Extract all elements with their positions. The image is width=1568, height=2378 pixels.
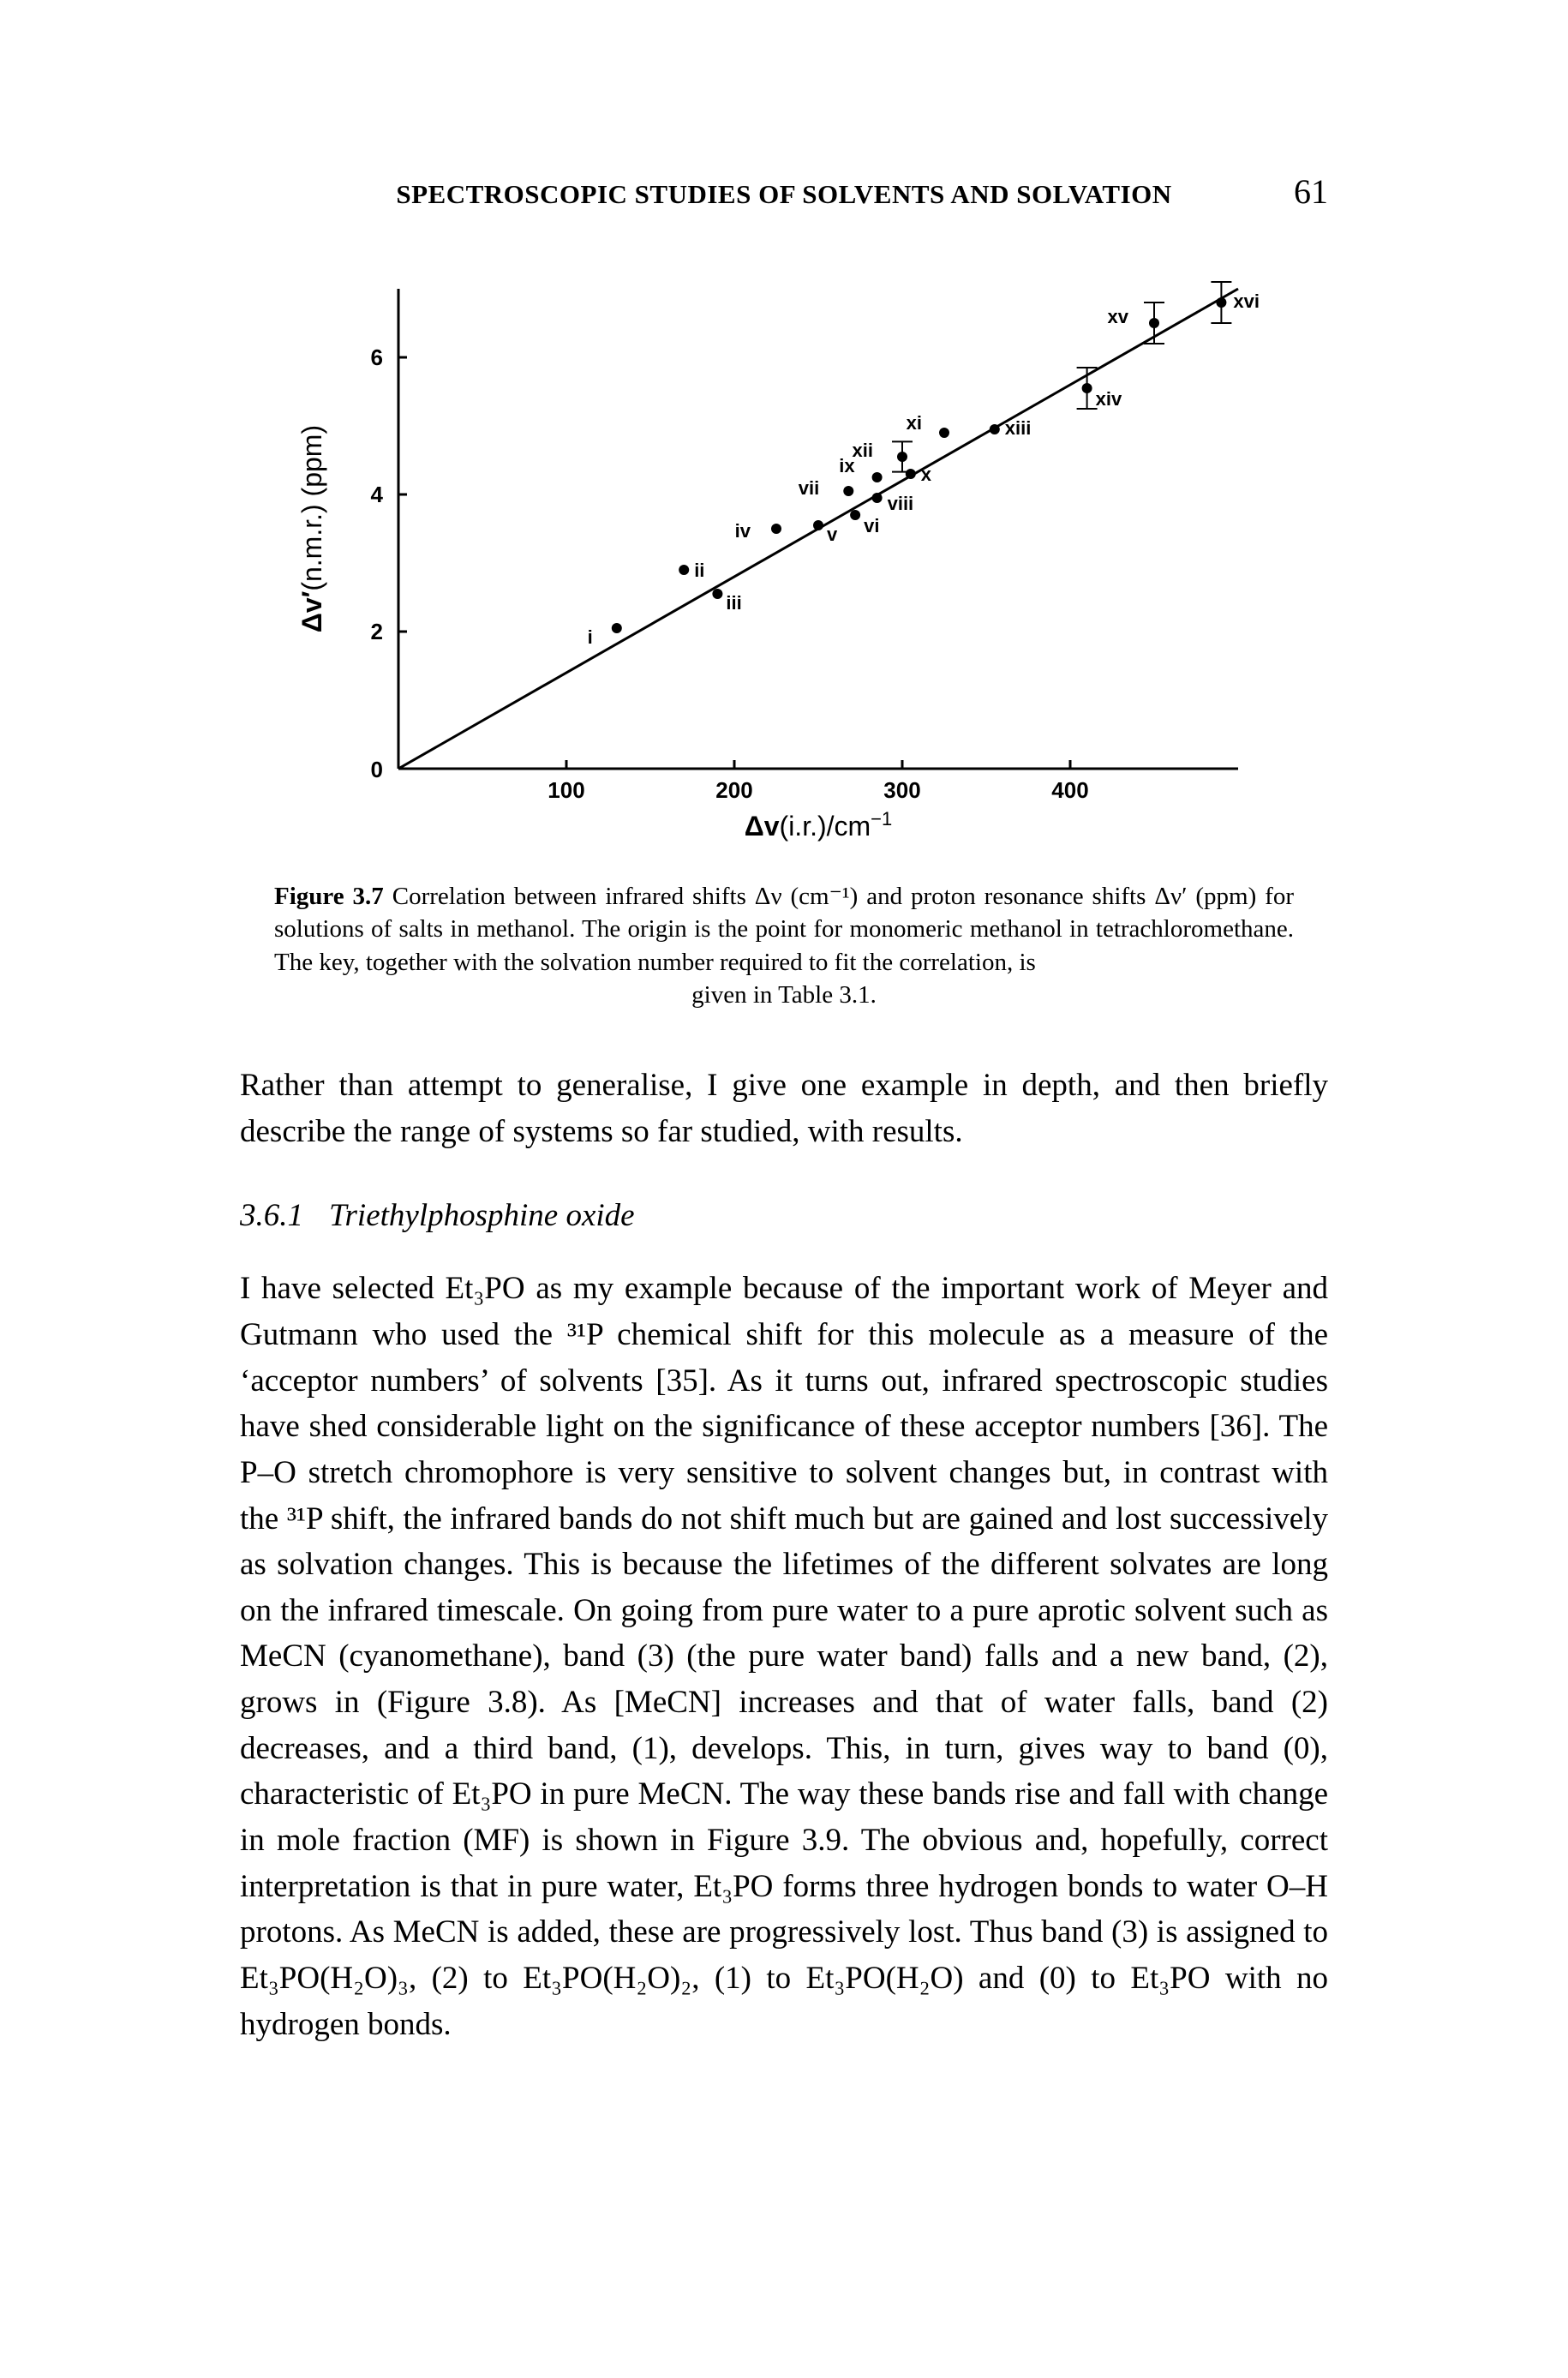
svg-text:4: 4 xyxy=(371,482,384,507)
header-row: SPECTROSCOPIC STUDIES OF SOLVENTS AND SO… xyxy=(240,171,1328,212)
svg-text:i: i xyxy=(588,626,593,648)
svg-text:xi: xi xyxy=(907,412,922,434)
svg-text:vi: vi xyxy=(864,515,879,536)
section-title: Triethylphosphine oxide xyxy=(329,1198,635,1233)
svg-text:2: 2 xyxy=(371,619,383,644)
figure-label: Figure 3.7 xyxy=(274,883,384,910)
svg-text:viii: viii xyxy=(888,493,914,514)
section-heading: 3.6.1 Triethylphosphine oxide xyxy=(240,1197,1328,1234)
svg-text:xiii: xiii xyxy=(1005,417,1032,439)
svg-text:xiv: xiv xyxy=(1096,388,1122,410)
running-head: SPECTROSCOPIC STUDIES OF SOLVENTS AND SO… xyxy=(308,179,1260,210)
scatter-chart: 100 200 300 400 2 4 6 0 Δv(i.r.)/cm−1 Δv′(n.m.r.)… xyxy=(278,255,1290,854)
caption-text-tail: given in Table 3.1. xyxy=(274,979,1294,1011)
section-number: 3.6.1 xyxy=(240,1198,303,1233)
svg-text:200: 200 xyxy=(715,777,752,803)
svg-text:100: 100 xyxy=(548,777,584,803)
svg-text:Δv′(n.m.r.) (ppm): Δv′(n.m.r.) (ppm) xyxy=(296,425,327,632)
svg-text:400: 400 xyxy=(1051,777,1088,803)
svg-text:300: 300 xyxy=(883,777,920,803)
svg-text:iii: iii xyxy=(726,592,741,614)
svg-text:iv: iv xyxy=(735,520,751,542)
page: SPECTROSCOPIC STUDIES OF SOLVENTS AND SO… xyxy=(0,0,1568,2253)
caption-text-main: Correlation between infrared shifts Δν (… xyxy=(274,883,1294,976)
figure-caption: Figure 3.7 Correlation between infrared … xyxy=(274,880,1294,1011)
svg-text:x: x xyxy=(921,464,932,485)
svg-text:xvi: xvi xyxy=(1233,291,1260,312)
svg-text:v: v xyxy=(827,524,838,545)
svg-text:xv: xv xyxy=(1108,306,1129,327)
svg-text:xii: xii xyxy=(853,440,873,461)
svg-text:ii: ii xyxy=(694,560,704,581)
page-number: 61 xyxy=(1260,171,1328,212)
svg-text:vii: vii xyxy=(799,477,819,499)
body-para-2: I have selected Et₃PO as my example beca… xyxy=(240,1266,1328,2047)
figure-3-7: 100 200 300 400 2 4 6 0 Δv(i.r.)/cm−1 Δv′(n.m.r.)… xyxy=(240,255,1328,854)
svg-text:6: 6 xyxy=(371,344,383,370)
svg-text:0: 0 xyxy=(371,757,383,782)
svg-text:Δv(i.r.)/cm−1: Δv(i.r.)/cm−1 xyxy=(745,808,893,842)
body-para-1: Rather than attempt to generalise, I giv… xyxy=(240,1063,1328,1154)
